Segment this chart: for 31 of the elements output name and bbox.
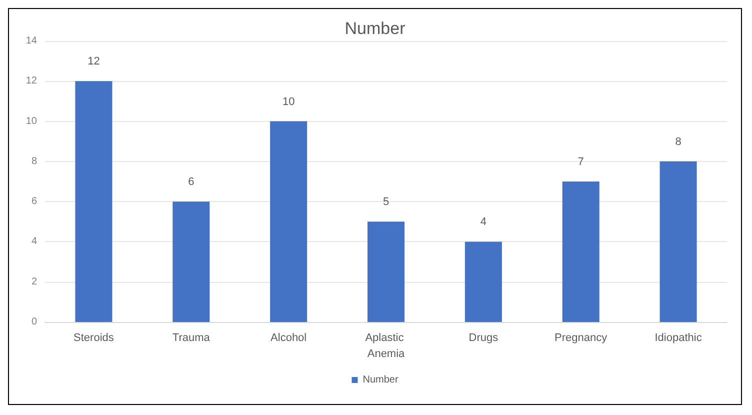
x-tick-label: Alcohol [270, 332, 307, 344]
x-tick-label: Steroids [74, 332, 114, 344]
bar [75, 81, 112, 322]
x-tick-label: Trauma [172, 332, 211, 344]
chart-title: Number [344, 19, 406, 38]
data-label: 5 [382, 196, 390, 208]
y-tick-label: 10 [26, 116, 38, 127]
x-tick-label: Aplastic Anemia [365, 332, 407, 360]
y-tick-label: 4 [31, 236, 38, 248]
data-label: 12 [88, 56, 100, 68]
bar [367, 222, 405, 322]
x-tick-label: Pregnancy [554, 332, 608, 344]
bar [270, 121, 308, 322]
y-tick-label: 0 [31, 316, 38, 328]
data-label: 4 [480, 216, 486, 228]
bar [464, 242, 502, 322]
y-tick-label: 2 [31, 276, 38, 288]
y-tick-label: 12 [26, 76, 38, 87]
data-label: 10 [282, 96, 295, 108]
legend-label: Number [362, 374, 399, 386]
bar [660, 161, 697, 322]
x-tick-label: Idiopathic [654, 332, 702, 344]
data-label: 7 [578, 156, 584, 168]
bar [172, 202, 210, 322]
x-tick-label: Drugs [468, 332, 499, 344]
bar [562, 182, 600, 322]
y-tick-label: 14 [26, 36, 38, 46]
y-tick-label: 8 [31, 156, 38, 167]
y-tick-label: 6 [31, 196, 38, 208]
data-label: 6 [188, 176, 194, 188]
data-label: 8 [675, 136, 682, 148]
